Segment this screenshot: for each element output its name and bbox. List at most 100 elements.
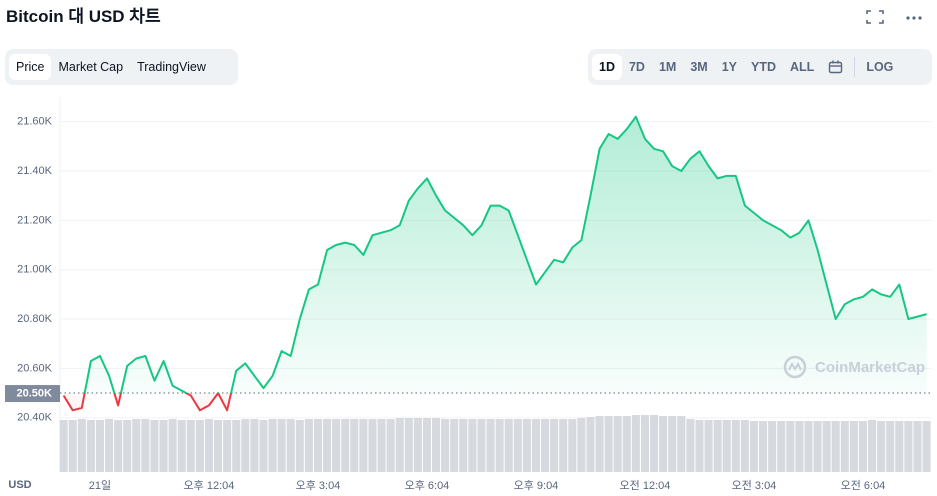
volume-bar xyxy=(895,421,904,472)
volume-bar xyxy=(686,419,695,472)
volume-bar xyxy=(59,420,68,472)
volume-bar xyxy=(377,419,386,472)
range-button[interactable]: 1D xyxy=(592,54,622,80)
x-tick-label: 21일 xyxy=(89,478,111,492)
volume-bar xyxy=(768,421,777,472)
volume-bar xyxy=(177,420,186,472)
volume-bar xyxy=(559,419,568,472)
tab-group: Price Market Cap TradingView xyxy=(5,49,238,85)
tab[interactable]: Market Cap xyxy=(58,60,124,74)
volume-bar xyxy=(786,421,795,472)
volume-bar xyxy=(541,419,550,472)
volume-bar xyxy=(259,420,268,472)
volume-bar xyxy=(159,420,168,472)
volume-bar xyxy=(313,419,323,472)
volume-bar xyxy=(241,419,250,472)
volume-bar xyxy=(277,419,286,472)
volume-bar xyxy=(477,419,486,472)
volume-bar xyxy=(114,420,123,472)
volume-bar xyxy=(123,420,132,472)
y-tick-label: 21.60K xyxy=(17,116,53,128)
volume-bar xyxy=(432,418,441,472)
volume-bar xyxy=(868,420,877,472)
x-tick-label: 오후 6:04 xyxy=(405,479,450,492)
volume-bar xyxy=(132,419,141,472)
x-tick-label: 오전 3:04 xyxy=(732,479,777,492)
x-tick-label: 오후 9:04 xyxy=(514,479,559,492)
volume-bar xyxy=(95,420,105,472)
volume-bar xyxy=(350,419,359,472)
volume-bar xyxy=(550,419,559,472)
range-button[interactable]: 1M xyxy=(658,60,677,74)
range-button[interactable]: 3M xyxy=(690,60,708,74)
log-button[interactable]: LOG xyxy=(866,60,894,74)
volume-bar xyxy=(840,421,849,472)
volume-bar xyxy=(459,419,468,472)
volume-bar xyxy=(504,419,513,472)
calendar-button[interactable] xyxy=(821,54,850,80)
volume-bar xyxy=(413,418,422,472)
watermark-logo-mark xyxy=(788,361,802,371)
volume-bar xyxy=(359,419,368,472)
volume-bar xyxy=(168,419,177,472)
volume-bar xyxy=(695,420,704,472)
volume-bar xyxy=(513,419,522,472)
volume-bar xyxy=(650,415,659,472)
price-line xyxy=(62,115,927,412)
volume-bar xyxy=(422,418,432,472)
volume-bar xyxy=(186,420,195,472)
range-button[interactable]: YTD xyxy=(751,60,777,74)
volume-bar xyxy=(668,416,677,472)
watermark: CoinMarketCap xyxy=(815,359,925,376)
x-tick-label: 오전 6:04 xyxy=(841,479,886,492)
volume-bar xyxy=(877,421,886,472)
y-tick-label: 21.40K xyxy=(17,165,53,177)
x-tick-label: 오전 12:04 xyxy=(620,479,671,492)
volume-bar xyxy=(904,421,913,472)
volume-bar xyxy=(368,419,377,472)
volume-bar xyxy=(631,415,640,472)
y-tick-label: 20.40K xyxy=(17,412,53,424)
volume-bar xyxy=(268,419,277,472)
watermark-logo xyxy=(783,355,807,379)
range-button[interactable]: ALL xyxy=(790,60,815,74)
volume-bar xyxy=(404,418,413,472)
volume-bar xyxy=(223,420,232,472)
volume-bar xyxy=(731,420,740,472)
volume-bar xyxy=(141,419,150,472)
range-button[interactable]: 7D xyxy=(628,60,645,74)
volume-bar xyxy=(622,416,631,472)
volume-bar xyxy=(858,421,868,472)
volume-bar xyxy=(450,419,459,472)
volume-bar xyxy=(677,416,686,472)
volume-bar xyxy=(232,420,241,472)
volume-bar xyxy=(68,420,77,472)
volume-bar xyxy=(304,419,313,472)
x-tick-label: 오후 12:04 xyxy=(184,479,235,492)
volume-bar xyxy=(604,416,613,472)
volume-bar xyxy=(105,419,114,472)
range-group: 1D 7D 1M 3M 1Y YTD ALL LOG xyxy=(588,49,932,85)
tab[interactable]: TradingView xyxy=(137,60,206,74)
tab[interactable]: Price xyxy=(9,54,52,80)
volume-bar xyxy=(77,419,86,472)
volume-bar xyxy=(531,419,541,472)
y-tick-label: 20.80K xyxy=(17,313,53,325)
volume-bar xyxy=(386,419,395,472)
y-tick-label: 21.20K xyxy=(17,214,53,226)
volume-bar xyxy=(640,415,650,472)
volume-bar xyxy=(86,420,95,472)
y-tick-label: 21.00K xyxy=(17,264,53,276)
volume-bar xyxy=(595,416,604,472)
baseline-label-bg xyxy=(5,385,60,403)
y-tick-label: 20.60K xyxy=(17,362,53,374)
volume-bar xyxy=(713,420,722,472)
volume-bar xyxy=(749,421,759,472)
volume-bar xyxy=(659,416,668,472)
volume-bar xyxy=(813,421,822,472)
volume-bar xyxy=(441,419,450,472)
range-button[interactable]: 1Y xyxy=(721,60,738,74)
volume-bar xyxy=(486,419,495,472)
